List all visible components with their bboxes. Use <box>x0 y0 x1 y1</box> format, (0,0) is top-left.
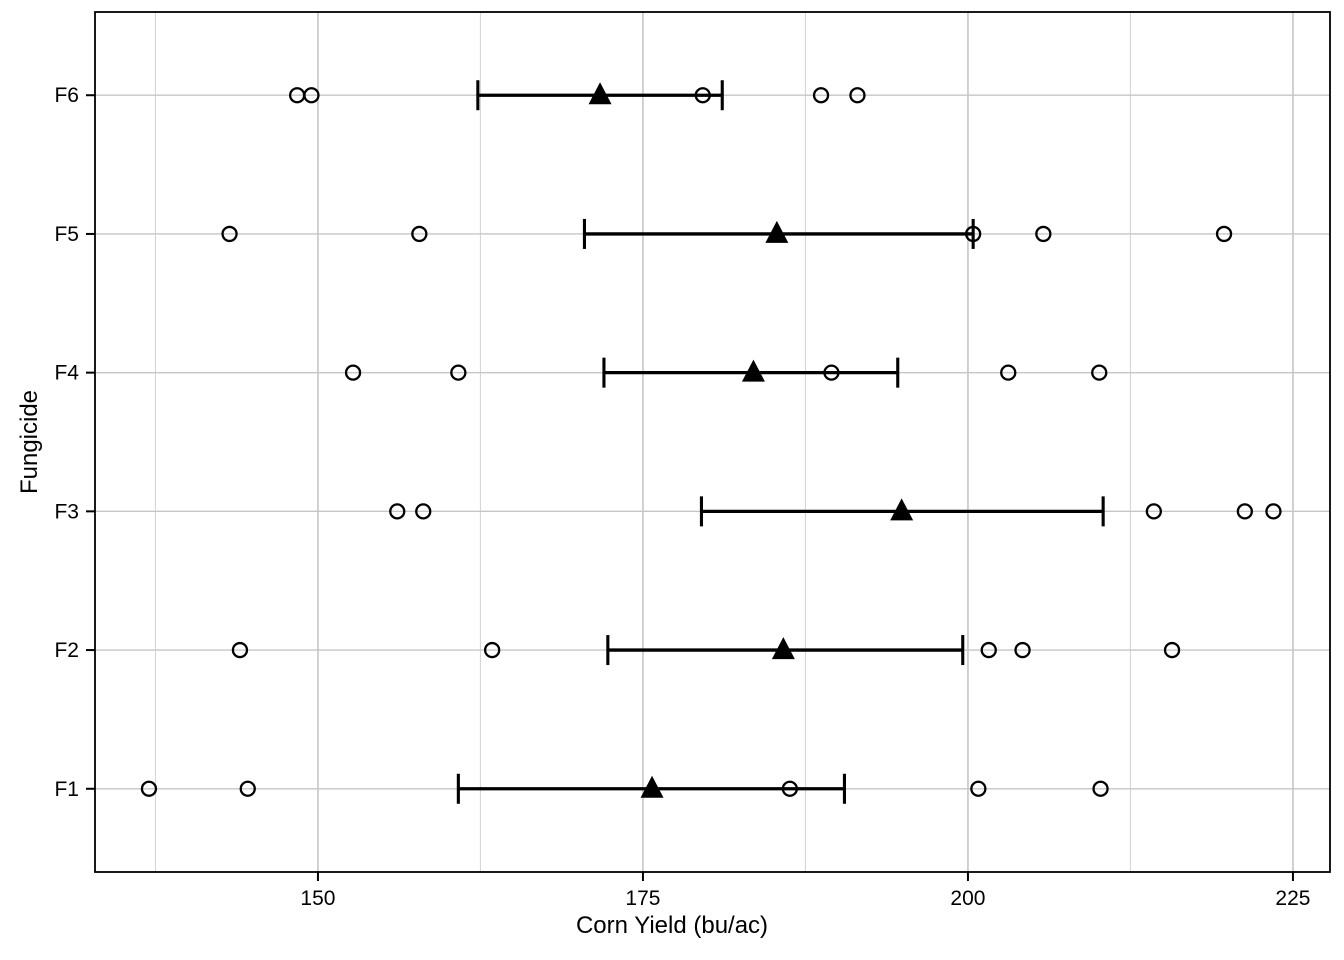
observation-point-F3-1 <box>389 503 406 520</box>
y-tick-label-F4: F4 <box>54 362 79 385</box>
observation-point-F1-5 <box>1092 780 1109 797</box>
observation-point-F2-1 <box>231 641 249 659</box>
mean-triangle-F4 <box>741 359 765 382</box>
mean-triangle-F2 <box>771 637 795 660</box>
observation-point-F3-4 <box>1236 503 1253 520</box>
observation-point-F6-3 <box>694 87 711 104</box>
x-tick-label-225: 225 <box>1275 887 1310 910</box>
observation-point-F1-4 <box>970 780 987 797</box>
observation-point-F1-3 <box>781 780 798 797</box>
observation-point-F1-1 <box>140 780 158 797</box>
mean-triangle-F6 <box>588 82 612 105</box>
observation-point-F6-5 <box>849 87 866 104</box>
observation-point-F6-2 <box>303 87 320 104</box>
y-tick-label-F3: F3 <box>54 500 79 523</box>
panel-border <box>94 11 1331 873</box>
observation-point-F5-4 <box>1035 225 1052 243</box>
observation-point-F2-3 <box>980 641 997 659</box>
observation-point-F5-2 <box>411 225 428 243</box>
observation-point-F1-2 <box>239 780 256 797</box>
observation-point-F4-1 <box>344 364 362 381</box>
observation-point-F4-5 <box>1091 364 1108 381</box>
observation-point-F3-5 <box>1265 503 1282 520</box>
observation-point-F2-2 <box>483 641 501 659</box>
observation-point-F2-5 <box>1163 641 1181 659</box>
mean-triangle-F1 <box>640 775 664 798</box>
observation-point-F6-4 <box>812 87 830 104</box>
x-tick-label-200: 200 <box>950 887 985 910</box>
mean-triangle-F3 <box>890 498 914 521</box>
x-axis-title: Corn Yield (bu/ac) <box>575 912 769 939</box>
observation-point-F3-3 <box>1145 503 1162 520</box>
x-tick-label-150: 150 <box>300 887 335 910</box>
observation-point-F4-4 <box>1000 364 1017 381</box>
y-tick-label-F5: F5 <box>54 223 79 246</box>
y-tick-label-F6: F6 <box>54 84 79 107</box>
observation-point-F3-2 <box>415 503 432 520</box>
x-tick-label-175: 175 <box>625 887 660 910</box>
y-tick-label-F1: F1 <box>54 778 79 801</box>
observation-point-F4-3 <box>823 364 840 381</box>
y-tick-label-F2: F2 <box>54 639 79 662</box>
observation-point-F5-5 <box>1215 225 1233 243</box>
observation-point-F5-3 <box>965 225 982 243</box>
observation-point-F4-2 <box>450 364 467 381</box>
y-axis-title: Fungicide <box>16 389 43 495</box>
observation-point-F5-1 <box>221 225 238 243</box>
mean-triangle-F5 <box>765 220 789 243</box>
observation-point-F2-4 <box>1014 641 1031 659</box>
